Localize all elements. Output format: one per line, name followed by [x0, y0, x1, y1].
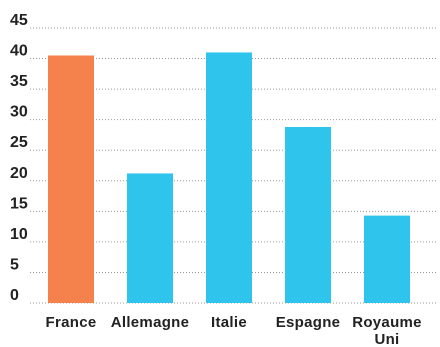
y-tick-label: 15 [10, 195, 28, 212]
y-tick-label: 45 [10, 12, 28, 29]
bar [48, 55, 94, 303]
y-tick-label: 10 [10, 226, 28, 243]
bar [364, 215, 410, 303]
y-tick-label: 0 [10, 287, 19, 304]
bar [127, 173, 173, 303]
y-tick-label: 20 [10, 165, 28, 182]
bar [285, 127, 331, 303]
bars [48, 52, 410, 303]
y-axis-ticks: 0 5 10 15 20 25 30 35 40 45 [10, 12, 28, 304]
x-category-label: Italie [211, 314, 247, 331]
x-category-label: Espagne [276, 314, 341, 331]
y-tick-label: 40 [10, 43, 28, 60]
y-tick-label: 5 [10, 256, 19, 273]
bar [206, 52, 252, 303]
y-tick-label: 25 [10, 134, 28, 151]
x-category-label: Royaume [352, 314, 422, 331]
y-tick-label: 30 [10, 104, 28, 121]
x-category-label: France [46, 314, 97, 331]
x-category-label: Uni [374, 331, 399, 347]
x-category-label: Allemagne [111, 314, 190, 331]
y-tick-label: 35 [10, 73, 28, 90]
